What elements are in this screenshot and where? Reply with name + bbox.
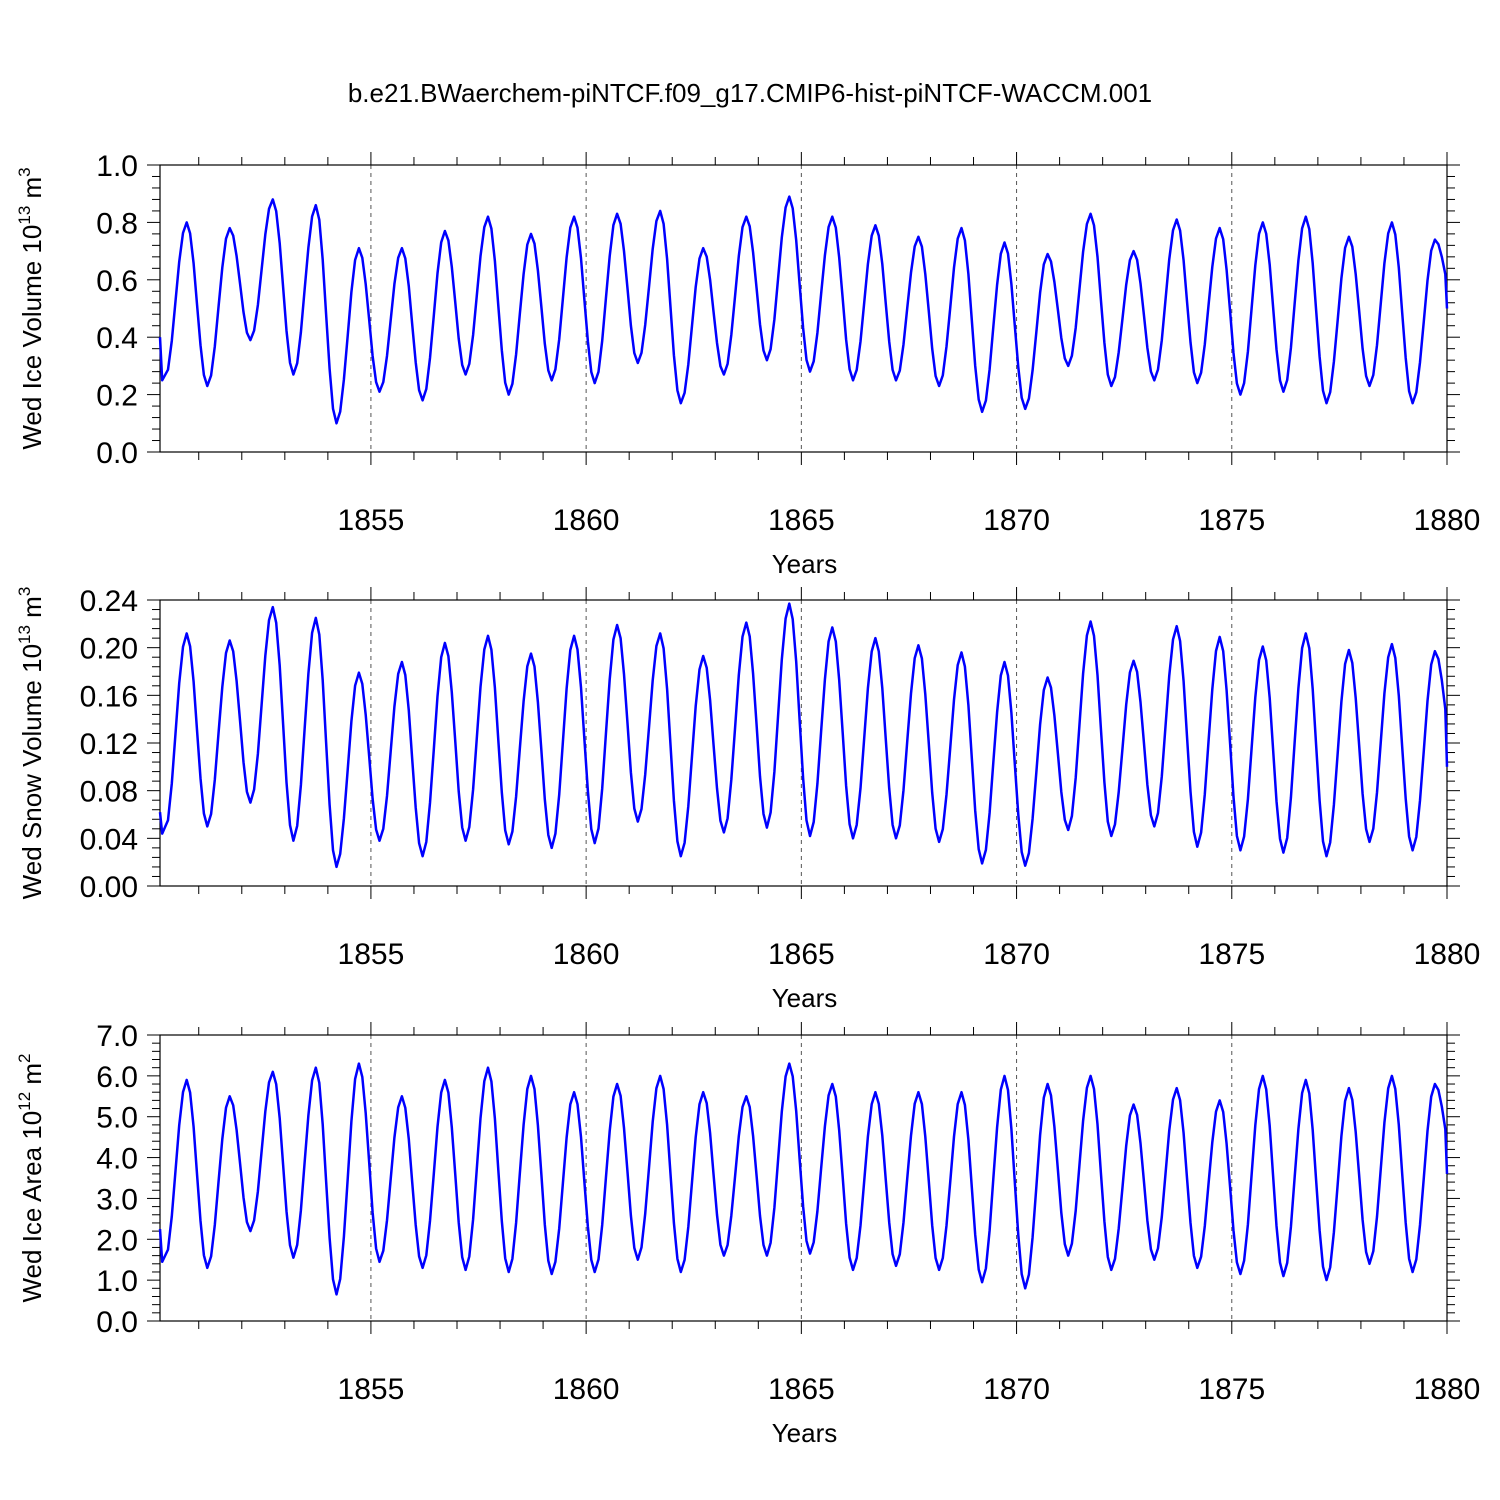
x-tick-label: 1875	[1198, 938, 1265, 971]
plot-frame	[159, 1034, 1448, 1322]
x-tick-label: 1855	[338, 938, 405, 971]
panel-3: 1855 1860 1865 1870 1875 1880 Years 0.0 1.0 2.0 3.…	[15, 1020, 1480, 1448]
panel-1: 1855 1860 1865 1870 1875 1880 Years 0.0 0.2 0.4 0.…	[15, 150, 1480, 579]
series-line	[158, 602, 1449, 869]
y-tick-label: 0.16	[80, 680, 138, 713]
x-axis-label: Years	[772, 549, 838, 579]
x-tick-label: 1870	[983, 1373, 1050, 1406]
chart-title: b.e21.BWaerchem-piNTCF.f09_g17.CMIP6-his…	[348, 78, 1152, 108]
panel-2: 1855 1860 1865 1870 1875 1880 Years 0.00 0.04 0.0…	[15, 585, 1480, 1013]
x-tick-label: 1865	[768, 504, 835, 537]
y-tick-label: 5.0	[96, 1102, 138, 1135]
y-tick-label: 0.12	[80, 728, 138, 761]
y-axis-label: Wed Ice Volume 1013 m3	[15, 167, 47, 449]
x-tick-label: 1870	[983, 938, 1050, 971]
x-axis-label: Years	[772, 1418, 838, 1448]
y-tick-label: 0.0	[96, 437, 138, 470]
y-axis-label: Wed Ice Area 1012 m2	[15, 1053, 47, 1302]
y-tick-label: 0.00	[80, 871, 138, 904]
x-tick-label: 1880	[1414, 504, 1481, 537]
y-tick-label: 4.0	[96, 1143, 138, 1176]
x-tick-label: 1875	[1198, 504, 1265, 537]
y-tick-label: 0.8	[96, 207, 138, 240]
x-tick-label: 1855	[338, 1373, 405, 1406]
y-tick-label: 2.0	[96, 1224, 138, 1257]
y-tick-label: 1.0	[96, 1265, 138, 1298]
y-tick-label: 7.0	[96, 1020, 138, 1053]
x-tick-label: 1875	[1198, 1373, 1265, 1406]
y-tick-label: 0.20	[80, 633, 138, 666]
y-axis-label: Wed Snow Volume 1013 m3	[15, 587, 47, 900]
x-tick-label: 1860	[553, 504, 620, 537]
y-tick-label: 6.0	[96, 1061, 138, 1094]
y-tick-label: 0.0	[96, 1306, 138, 1339]
plot-frame	[159, 599, 1448, 887]
x-tick-label: 1865	[768, 938, 835, 971]
x-tick-label: 1880	[1414, 938, 1481, 971]
panels: 1855 1860 1865 1870 1875 1880 Years 0.0 0.2 0.4 0.…	[15, 150, 1480, 1448]
y-tick-label: 1.0	[96, 150, 138, 183]
y-tick-label: 3.0	[96, 1183, 138, 1216]
y-tick-label: 0.6	[96, 265, 138, 298]
y-tick-label: 0.04	[80, 823, 138, 856]
x-tick-label: 1880	[1414, 1373, 1481, 1406]
x-tick-label: 1860	[553, 938, 620, 971]
series-line	[158, 195, 1449, 425]
x-tick-label: 1855	[338, 504, 405, 537]
series-line	[158, 1062, 1449, 1296]
x-tick-label: 1860	[553, 1373, 620, 1406]
y-tick-label: 0.2	[96, 380, 138, 413]
plot-frame	[159, 164, 1448, 453]
x-axis-label: Years	[772, 983, 838, 1013]
x-tick-label: 1865	[768, 1373, 835, 1406]
y-tick-label: 0.24	[80, 585, 138, 618]
x-tick-label: 1870	[983, 504, 1050, 537]
y-tick-label: 0.4	[96, 322, 138, 355]
y-tick-label: 0.08	[80, 776, 138, 809]
